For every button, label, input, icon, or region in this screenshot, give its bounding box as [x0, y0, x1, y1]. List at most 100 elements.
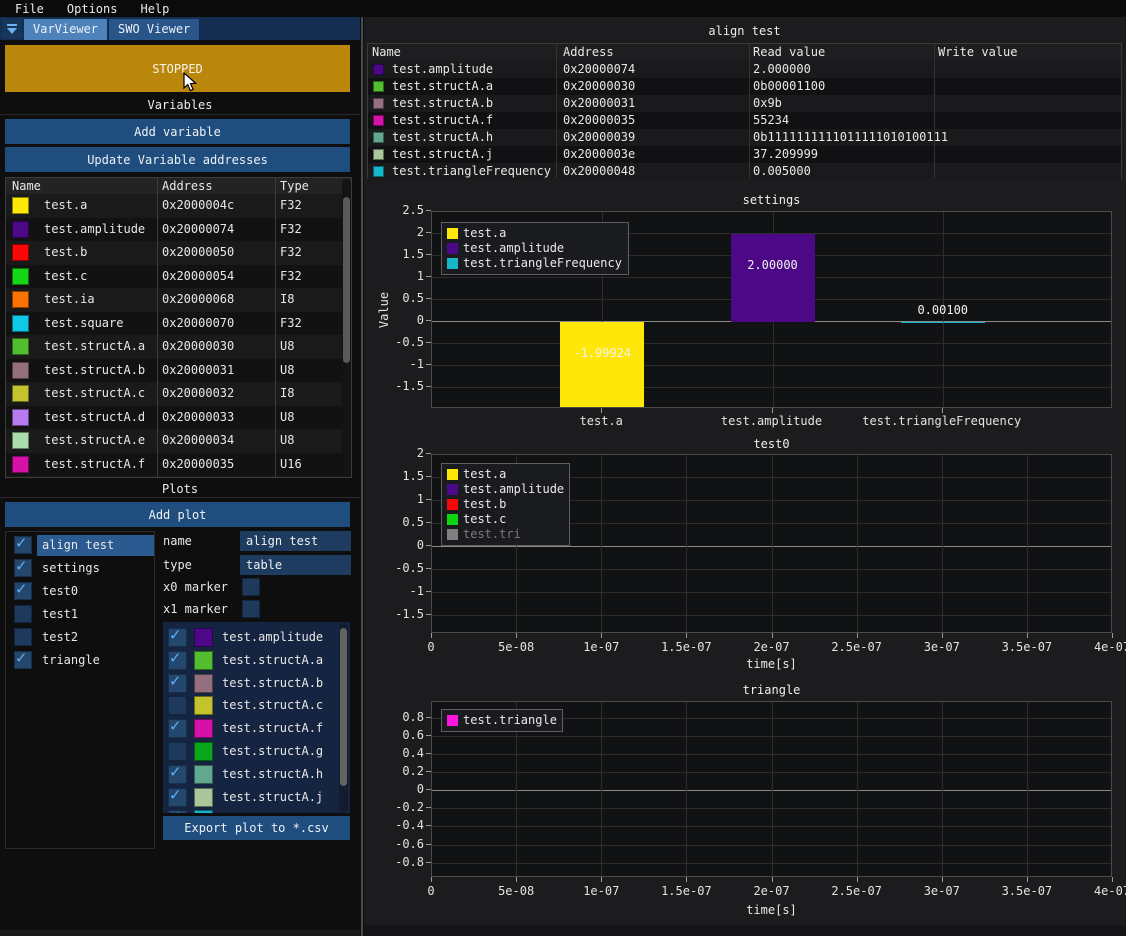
plot-list-item-test0[interactable]: test0 [42, 584, 79, 598]
x0-marker-checkbox[interactable] [242, 578, 260, 596]
row-color-swatch[interactable] [373, 115, 384, 126]
plot-name-input[interactable]: align test [240, 531, 351, 551]
plot-area-settings[interactable]: -1.99924 2.00000 0.00100 [431, 211, 1112, 408]
row-color-swatch[interactable] [373, 132, 384, 143]
table-row[interactable]: test.structA.j 0x2000003e 37.209999 [368, 146, 1121, 163]
variable-color-swatch[interactable] [12, 197, 29, 214]
series-checkbox[interactable] [168, 742, 187, 761]
variable-row[interactable]: test.structA.a 0x20000030 U8 [6, 335, 351, 359]
series-color-swatch[interactable] [194, 628, 213, 647]
plot-list-item-align-test[interactable]: align test [42, 538, 115, 552]
export-csv-button[interactable]: Export plot to *.csv [163, 816, 350, 840]
target-state-button[interactable]: STOPPED [5, 45, 350, 92]
variable-row[interactable]: test.amplitude 0x20000074 F32 [6, 217, 351, 241]
series-color-swatch[interactable] [194, 719, 213, 739]
series-checkbox[interactable] [168, 785, 187, 807]
series-color-swatch[interactable] [194, 650, 213, 670]
variable-color-swatch[interactable] [12, 361, 29, 379]
column-header-type[interactable]: Type [280, 179, 309, 193]
series-checkbox[interactable] [168, 716, 187, 739]
series-checkbox[interactable] [168, 625, 187, 647]
plot-checkbox-test1[interactable] [14, 605, 32, 623]
series-color-swatch[interactable] [194, 696, 213, 716]
plot-list-item-test1[interactable]: test1 [42, 607, 79, 621]
plot-checkbox-test0[interactable] [14, 579, 32, 600]
series-checkbox[interactable] [168, 648, 187, 670]
tab-list-button[interactable] [2, 19, 22, 39]
variable-row[interactable]: test.structA.d 0x20000033 U8 [6, 405, 351, 429]
legend-entry-test.c[interactable]: test.c [442, 512, 569, 527]
variable-row[interactable]: test.structA.f 0x20000035 U16 [6, 452, 351, 476]
legend-entry-test.amplitude[interactable]: test.amplitude [442, 482, 569, 497]
plot-list-item-settings[interactable]: settings [42, 561, 100, 575]
variable-color-swatch[interactable] [12, 220, 29, 238]
scrollbar-thumb[interactable] [340, 628, 347, 786]
scrollbar-thumb[interactable] [343, 197, 350, 363]
table-row[interactable]: test.amplitude 0x20000074 2.000000 [368, 61, 1121, 78]
variable-row[interactable] [6, 476, 351, 477]
column-header-address[interactable]: Address [563, 45, 614, 59]
plot-list-item-triangle[interactable]: triangle [42, 653, 100, 667]
series-color-swatch[interactable] [194, 787, 213, 807]
row-color-swatch[interactable] [373, 64, 384, 75]
row-color-swatch[interactable] [373, 149, 384, 160]
legend-entry-test.triangle[interactable]: test.triangle [442, 713, 562, 728]
menu-item-help[interactable]: Help [140, 1, 170, 16]
tab-swo-viewer[interactable]: SWO Viewer [109, 19, 200, 40]
menu-item-file[interactable]: File [15, 1, 44, 16]
variable-row[interactable]: test.structA.b 0x20000031 U8 [6, 358, 351, 382]
series-checkbox[interactable] [168, 696, 187, 716]
variable-color-swatch[interactable] [12, 408, 29, 426]
row-color-swatch[interactable] [373, 81, 384, 92]
variable-row[interactable]: test.structA.e 0x20000034 U8 [6, 429, 351, 453]
series-color-swatch[interactable] [194, 764, 213, 784]
column-header-name[interactable]: Name [372, 45, 401, 59]
series-color-swatch[interactable] [194, 810, 213, 813]
legend-entry-test.b[interactable]: test.b [442, 497, 569, 512]
variable-row[interactable]: test.a 0x2000004c F32 [6, 194, 351, 218]
variable-color-swatch[interactable] [12, 267, 29, 285]
plot-list-item-test2[interactable]: test2 [42, 630, 79, 644]
table-row[interactable]: test.structA.f 0x20000035 55234 [368, 112, 1121, 129]
variable-color-swatch[interactable] [12, 338, 29, 355]
legend-entry-test.a[interactable]: test.a [442, 467, 569, 482]
plot-checkbox-align-test[interactable] [14, 533, 32, 554]
variable-color-swatch[interactable] [12, 291, 29, 308]
variable-color-swatch[interactable] [12, 244, 29, 261]
row-color-swatch[interactable] [373, 98, 384, 109]
add-plot-button[interactable]: Add plot [5, 502, 350, 527]
table-row[interactable]: test.structA.b 0x20000031 0x9b [368, 95, 1121, 112]
series-checkbox[interactable] [168, 807, 187, 813]
variable-color-swatch[interactable] [12, 385, 29, 402]
tab-varviewer[interactable]: VarViewer [24, 19, 108, 40]
x1-marker-checkbox[interactable] [242, 600, 260, 618]
variable-color-swatch[interactable] [12, 455, 29, 473]
row-color-swatch[interactable] [373, 166, 384, 177]
menu-item-options[interactable]: Options [66, 1, 118, 16]
series-color-swatch[interactable] [194, 673, 213, 693]
plot-checkbox-settings[interactable] [14, 556, 32, 577]
variable-color-swatch[interactable] [12, 314, 29, 332]
variable-row[interactable]: test.c 0x20000054 F32 [6, 264, 351, 288]
plot-checkbox-test2[interactable] [14, 628, 32, 646]
column-header-name[interactable]: Name [12, 179, 41, 193]
variable-row[interactable]: test.b 0x20000050 F32 [6, 241, 351, 265]
table-row[interactable]: test.structA.a 0x20000030 0b00001100 [368, 78, 1121, 95]
legend-entry-test.amplitude[interactable]: test.amplitude [442, 241, 628, 256]
plot-checkbox-triangle[interactable] [14, 648, 32, 669]
plot-type-select[interactable]: table [240, 555, 351, 575]
legend-entry-test.tri[interactable]: test.tri [442, 527, 569, 542]
table-row[interactable]: test.structA.h 0x20000039 0b11111111110111… [368, 129, 1121, 146]
update-addresses-button[interactable]: Update Variable addresses [5, 147, 350, 172]
column-header-address[interactable]: Address [162, 179, 213, 193]
variable-color-swatch[interactable] [12, 432, 29, 449]
variable-row[interactable]: test.structA.c 0x20000032 I8 [6, 382, 351, 406]
variable-row[interactable]: test.ia 0x20000068 I8 [6, 288, 351, 312]
legend-entry-test.triangleFrequency[interactable]: test.triangleFrequency [442, 256, 628, 271]
variable-row[interactable]: test.square 0x20000070 F32 [6, 311, 351, 335]
column-header-read-value[interactable]: Read value [753, 45, 826, 59]
add-variable-button[interactable]: Add variable [5, 119, 350, 144]
legend-entry-test.a[interactable]: test.a [442, 226, 628, 241]
column-header-write-value[interactable]: Write value [938, 45, 1018, 59]
series-color-swatch[interactable] [194, 742, 213, 761]
